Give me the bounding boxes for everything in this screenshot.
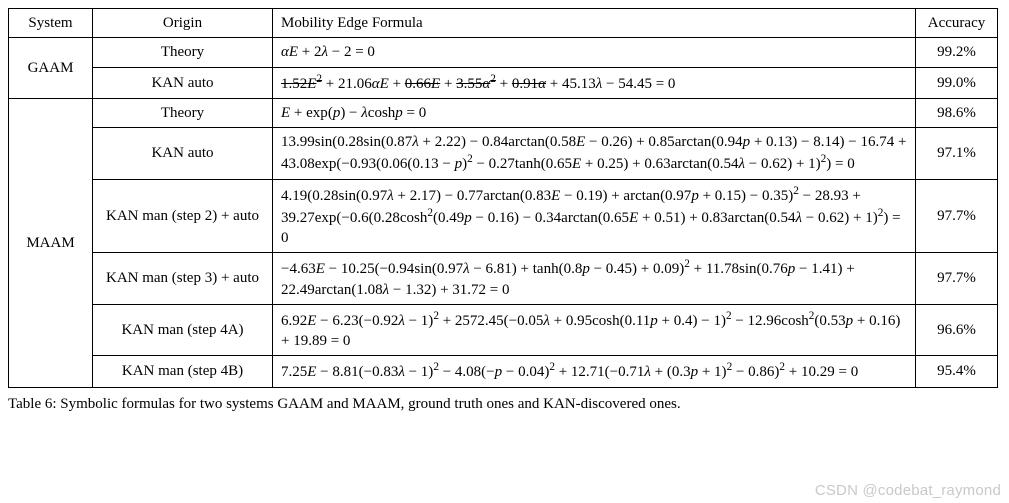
table-row: KAN man (step 2) + auto4.19(0.28sin(0.97… (9, 179, 998, 253)
accuracy-cell: 97.7% (916, 253, 998, 305)
table-row: MAAMTheoryE + exp(p) − λcoshp = 098.6% (9, 98, 998, 127)
formula-cell: 7.25E − 8.81(−0.83λ − 1)2 − 4.08(−p − 0.… (273, 356, 916, 387)
origin-cell: KAN man (step 2) + auto (93, 179, 273, 253)
formula-cell: E + exp(p) − λcoshp = 0 (273, 98, 916, 127)
table-row: KAN man (step 4B)7.25E − 8.81(−0.83λ − 1… (9, 356, 998, 387)
mobility-edge-table: System Origin Mobility Edge Formula Accu… (8, 8, 998, 388)
col-header-formula: Mobility Edge Formula (273, 9, 916, 38)
table-caption: Table 6: Symbolic formulas for two syste… (8, 394, 998, 415)
origin-cell: Theory (93, 38, 273, 67)
system-cell: GAAM (9, 38, 93, 99)
accuracy-cell: 99.0% (916, 67, 998, 98)
accuracy-cell: 99.2% (916, 38, 998, 67)
table-row: GAAMTheoryαE + 2λ − 2 = 099.2% (9, 38, 998, 67)
formula-cell: 6.92E − 6.23(−0.92λ − 1)2 + 2572.45(−0.0… (273, 304, 916, 356)
formula-cell: 13.99sin(0.28sin(0.87λ + 2.22) − 0.84arc… (273, 128, 916, 180)
table-container: System Origin Mobility Edge Formula Accu… (8, 8, 998, 388)
table-row: KAN man (step 4A)6.92E − 6.23(−0.92λ − 1… (9, 304, 998, 356)
formula-cell: −4.63E − 10.25(−0.94sin(0.97λ − 6.81) + … (273, 253, 916, 305)
system-cell: MAAM (9, 98, 93, 387)
accuracy-cell: 97.7% (916, 179, 998, 253)
origin-cell: KAN auto (93, 67, 273, 98)
table-row: KAN auto13.99sin(0.28sin(0.87λ + 2.22) −… (9, 128, 998, 180)
formula-cell: αE + 2λ − 2 = 0 (273, 38, 916, 67)
watermark-text: CSDN @codebat_raymond (815, 482, 1001, 499)
formula-cell: 4.19(0.28sin(0.97λ + 2.17) − 0.77arctan(… (273, 179, 916, 253)
table-row: KAN man (step 3) + auto−4.63E − 10.25(−0… (9, 253, 998, 305)
table-row: KAN auto1.52E2 + 21.06αE + 0.66E + 3.55α… (9, 67, 998, 98)
origin-cell: KAN man (step 3) + auto (93, 253, 273, 305)
formula-cell: 1.52E2 + 21.06αE + 0.66E + 3.55α2 + 0.91… (273, 67, 916, 98)
col-header-origin: Origin (93, 9, 273, 38)
accuracy-cell: 95.4% (916, 356, 998, 387)
accuracy-cell: 98.6% (916, 98, 998, 127)
origin-cell: Theory (93, 98, 273, 127)
table-body: GAAMTheoryαE + 2λ − 2 = 099.2%KAN auto1.… (9, 38, 998, 387)
accuracy-cell: 97.1% (916, 128, 998, 180)
col-header-system: System (9, 9, 93, 38)
table-header-row: System Origin Mobility Edge Formula Accu… (9, 9, 998, 38)
origin-cell: KAN auto (93, 128, 273, 180)
origin-cell: KAN man (step 4A) (93, 304, 273, 356)
accuracy-cell: 96.6% (916, 304, 998, 356)
origin-cell: KAN man (step 4B) (93, 356, 273, 387)
col-header-accuracy: Accuracy (916, 9, 998, 38)
